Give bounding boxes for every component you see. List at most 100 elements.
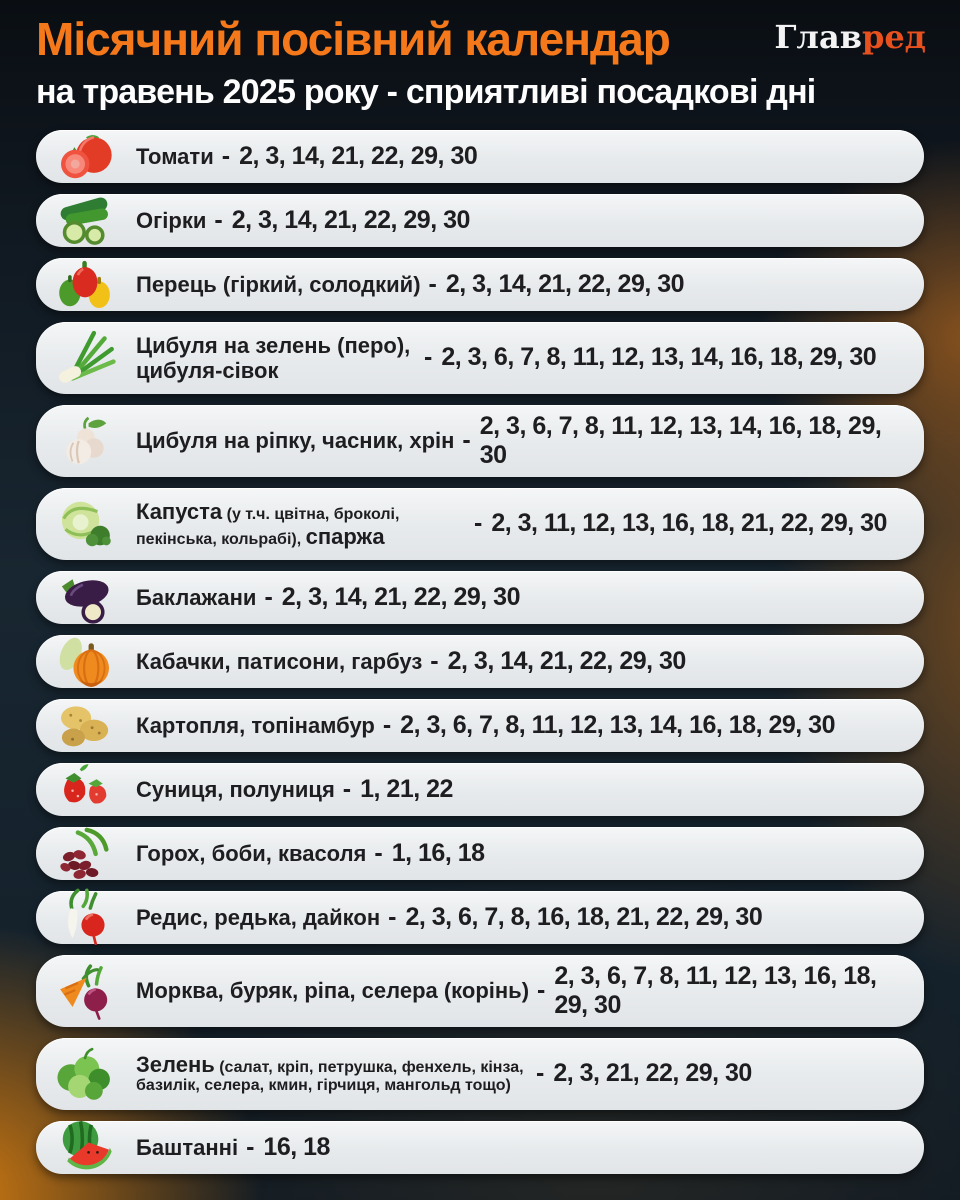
crop-name-block: Суниця, полуниця <box>136 777 335 802</box>
favorable-dates: 2, 3, 6, 7, 8, 11, 12, 13, 14, 16, 18, 2… <box>441 343 877 372</box>
crop-name-block: Баклажани <box>136 585 256 610</box>
radish-icon <box>48 885 122 949</box>
separator-dash: - <box>474 509 483 538</box>
favorable-dates: 2, 3, 14, 21, 22, 29, 30 <box>445 269 685 298</box>
carrot-beet-icon <box>48 959 122 1023</box>
crop-name-block: Цибуля на ріпку, часник, хрін <box>136 428 454 453</box>
pumpkin-icon <box>48 629 122 693</box>
crop-name: Морква, буряк, ріпа, селера (корінь) <box>136 978 530 1004</box>
crop-name-block: Капуста (у т.ч. цвітна, броколі, пекінсь… <box>136 499 466 549</box>
crop-name: Цибуля на ріпку, часник, хрін <box>136 428 455 454</box>
separator-dash: - <box>342 774 352 803</box>
crop-name-block: Цибуля на зелень (перо), цибуля-сівок <box>136 333 416 383</box>
calendar-rows: Томати - 2, 3, 14, 21, 22, 29, 30 Огірки… <box>36 129 924 1174</box>
crop-name: Цибуля на зелень (перо), цибуля-сівок <box>136 332 411 383</box>
separator-dash: - <box>537 976 546 1005</box>
crop-name-block: Огірки <box>136 208 206 233</box>
separator-dash: - <box>428 269 437 298</box>
crop-name: Баштанні <box>136 1134 239 1160</box>
calendar-row: Перець (гіркий, солодкий) - 2, 3, 14, 21… <box>36 257 924 311</box>
favorable-dates: 1, 16, 18 <box>391 838 485 867</box>
crop-name-block: Томати <box>136 144 214 169</box>
crop-name: Горох, боби, квасоля <box>136 840 367 866</box>
calendar-row: Цибуля на ріпку, часник, хрін - 2, 3, 6,… <box>36 404 924 477</box>
crop-name-block: Перець (гіркий, солодкий) <box>136 272 421 297</box>
potato-icon <box>48 693 122 757</box>
crop-name-block: Баштанні <box>136 1135 238 1160</box>
crop-name: Суниця, полуниця <box>136 776 335 802</box>
favorable-dates: 2, 3, 6, 7, 8, 16, 18, 21, 22, 29, 30 <box>405 902 763 931</box>
crop-name-block: Редис, редька, дайкон <box>136 905 380 930</box>
glavred-logo: Главред <box>774 18 926 56</box>
crop-name-detail: (салат, кріп, петрушка, фенхель, кінза, … <box>136 1059 524 1095</box>
separator-dash: - <box>388 902 397 931</box>
logo-text-white: Глав <box>774 18 862 56</box>
crop-name-detail: (у т.ч. цвітна, броколі, пекінська, коль… <box>136 505 400 548</box>
page-title: Місячний посівний календар <box>36 13 671 65</box>
favorable-dates: 2, 3, 11, 12, 13, 16, 18, 21, 22, 29, 30 <box>491 509 887 538</box>
crop-name-block: Кабачки, патисони, гарбуз <box>136 649 422 674</box>
page-subtitle: на травень 2025 року - сприятливі посадк… <box>36 72 816 111</box>
header: Місячний посівний календар Главред на тр… <box>0 0 960 112</box>
favorable-dates: 2, 3, 14, 21, 22, 29, 30 <box>281 582 521 611</box>
eggplant-icon <box>48 565 122 629</box>
favorable-dates: 2, 3, 14, 21, 22, 29, 30 <box>239 141 478 170</box>
calendar-row: Горох, боби, квасоля - 1, 16, 18 <box>36 826 924 880</box>
calendar-row: Кабачки, патисони, гарбуз - 2, 3, 14, 21… <box>36 635 924 688</box>
separator-dash: - <box>214 205 223 234</box>
strawberry-icon <box>48 757 122 821</box>
crop-name: Кабачки, патисони, гарбуз <box>136 648 423 674</box>
crop-name-block: Зелень (салат, кріп, петрушка, фенхель, … <box>136 1052 528 1095</box>
crop-name: Зелень <box>136 1052 215 1078</box>
crop-name-block: Морква, буряк, ріпа, селера (корінь) <box>136 978 529 1003</box>
tomato-icon <box>48 124 122 188</box>
favorable-dates: 2, 3, 14, 21, 22, 29, 30 <box>231 205 471 234</box>
garlic-icon <box>48 409 122 473</box>
watermelon-icon <box>48 1115 122 1179</box>
title-row: Місячний посівний календар Главред <box>36 13 926 65</box>
calendar-row: Зелень (салат, кріп, петрушка, фенхель, … <box>36 1037 924 1110</box>
separator-dash: - <box>462 426 471 455</box>
crop-name-extra: спаржа <box>305 523 385 549</box>
separator-dash: - <box>221 141 231 170</box>
calendar-row: Капуста (у т.ч. цвітна, броколі, пекінсь… <box>36 487 924 560</box>
favorable-dates: 2, 3, 6, 7, 8, 11, 12, 13, 14, 16, 18, 2… <box>400 710 835 739</box>
cabbage-icon <box>48 492 122 556</box>
separator-dash: - <box>536 1059 545 1088</box>
favorable-dates: 1, 21, 22 <box>360 774 453 803</box>
calendar-row: Огірки - 2, 3, 14, 21, 22, 29, 30 <box>36 193 924 247</box>
crop-name: Огірки <box>136 207 207 233</box>
crop-name-block: Горох, боби, квасоля <box>136 841 366 866</box>
crop-name: Картопля, топінамбур <box>136 712 375 738</box>
calendar-row: Баштанні - 16, 18 <box>36 1121 924 1174</box>
pepper-icon <box>48 252 122 316</box>
separator-dash: - <box>424 343 433 372</box>
crop-name: Баклажани <box>136 584 257 610</box>
crop-name: Редис, редька, дайкон <box>136 904 381 930</box>
separator-dash: - <box>264 582 273 611</box>
green-onion-icon <box>48 326 122 390</box>
crop-name: Капуста <box>136 498 223 524</box>
greens-icon <box>48 1042 122 1106</box>
calendar-row: Картопля, топінамбур - 2, 3, 6, 7, 8, 11… <box>36 698 924 752</box>
calendar-row: Редис, редька, дайкон - 2, 3, 6, 7, 8, 1… <box>36 891 924 944</box>
favorable-dates: 2, 3, 6, 7, 8, 11, 12, 13, 16, 18, 29, 3… <box>554 961 877 1019</box>
favorable-dates: 2, 3, 21, 22, 29, 30 <box>553 1059 752 1088</box>
favorable-dates: 2, 3, 6, 7, 8, 11, 12, 13, 14, 16, 18, 2… <box>479 411 882 469</box>
crop-name-block: Картопля, топінамбур <box>136 713 375 738</box>
crop-name: Перець (гіркий, солодкий) <box>136 271 421 297</box>
crop-name: Томати <box>136 143 214 169</box>
favorable-dates: 16, 18 <box>263 1132 330 1161</box>
separator-dash: - <box>374 838 383 867</box>
logo-text-orange: ред <box>861 18 926 56</box>
favorable-dates: 2, 3, 14, 21, 22, 29, 30 <box>447 646 687 675</box>
cucumber-icon <box>48 188 122 252</box>
separator-dash: - <box>430 646 439 675</box>
calendar-row: Томати - 2, 3, 14, 21, 22, 29, 30 <box>36 129 924 183</box>
separator-dash: - <box>246 1132 255 1161</box>
calendar-row: Суниця, полуниця - 1, 21, 22 <box>36 762 924 816</box>
calendar-row: Баклажани - 2, 3, 14, 21, 22, 29, 30 <box>36 570 924 624</box>
calendar-row: Цибуля на зелень (перо), цибуля-сівок - … <box>36 321 924 394</box>
beans-icon <box>48 821 122 885</box>
